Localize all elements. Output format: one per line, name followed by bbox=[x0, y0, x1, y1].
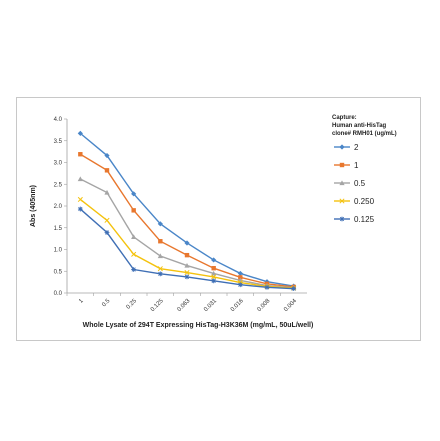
data-point-s3-4 bbox=[184, 270, 190, 276]
x-tick-label: 0.004 bbox=[283, 298, 298, 313]
y-tick-label: 1.0 bbox=[54, 248, 63, 254]
data-point-s2-2 bbox=[131, 234, 137, 239]
chart-frame: 0.0 0.5 1.0 1.5 2.0 2.5 3.0 3.5 4.0 1 0.5 0.25 0.125… bbox=[16, 97, 421, 341]
x-tick-label: 1 bbox=[78, 298, 85, 305]
legend-label-1: 1 bbox=[354, 161, 359, 170]
data-point-s2-3 bbox=[157, 253, 163, 259]
data-point-s4-4 bbox=[184, 274, 190, 280]
legend-label-0: 2 bbox=[354, 143, 359, 152]
x-tick-label: 0.125 bbox=[150, 298, 165, 313]
data-point-s2-0 bbox=[77, 176, 83, 182]
x-tick-label: 0.25 bbox=[126, 298, 139, 311]
data-point-s3-3 bbox=[157, 266, 163, 272]
legend-marker-0 bbox=[339, 144, 345, 150]
data-point-s1-1 bbox=[104, 168, 110, 173]
data-point-s3-0 bbox=[77, 196, 83, 203]
x-tick-label: 0.5 bbox=[101, 298, 112, 309]
data-point-s4-8 bbox=[291, 286, 297, 292]
data-point-s3-2 bbox=[131, 251, 137, 257]
legend-marker-2 bbox=[339, 180, 345, 186]
x-axis-title: Whole Lysate of 294T Expressing HisTag-H… bbox=[83, 322, 314, 329]
data-point-s4-0 bbox=[77, 206, 83, 212]
data-point-s3-1 bbox=[104, 217, 110, 223]
data-point-s4-3 bbox=[157, 271, 163, 277]
y-tick-label: 2.5 bbox=[54, 182, 63, 188]
data-point-s4-2 bbox=[131, 267, 137, 272]
data-point-s4-5 bbox=[211, 278, 217, 284]
x-tick-label: 0.008 bbox=[257, 298, 272, 313]
y-axis-title: Abs (405nm) bbox=[30, 185, 37, 227]
legend-marker-3 bbox=[339, 198, 345, 204]
data-point-s2-5 bbox=[211, 270, 217, 276]
y-tick-label: 3.0 bbox=[54, 161, 63, 167]
data-point-s0-0 bbox=[77, 130, 83, 136]
line-chart: 0.0 0.5 1.0 1.5 2.0 2.5 3.0 3.5 4.0 1 0.5 0.25 0.125… bbox=[30, 115, 397, 329]
data-point-s1-6 bbox=[238, 275, 243, 280]
legend-title: Capture: bbox=[332, 115, 357, 121]
x-tick-label: 0.063 bbox=[177, 298, 192, 313]
data-point-s0-3 bbox=[157, 221, 163, 227]
y-tick-label: 2.0 bbox=[54, 204, 63, 210]
data-point-s2-1 bbox=[104, 189, 110, 195]
legend-label-2: 0.5 bbox=[354, 179, 366, 188]
data-point-s3-5 bbox=[211, 274, 217, 280]
data-point-s1-3 bbox=[158, 239, 163, 244]
legend-title: Human anti-HisTag bbox=[332, 123, 387, 129]
y-tick-label: 4.0 bbox=[54, 117, 63, 123]
legend-label-3: 0.250 bbox=[354, 197, 375, 206]
series-line-2 bbox=[80, 178, 294, 289]
data-point-s2-4 bbox=[184, 262, 190, 268]
data-point-s4-7 bbox=[264, 284, 270, 290]
data-point-s0-2 bbox=[131, 191, 137, 197]
x-tick-label: 0.016 bbox=[230, 298, 245, 313]
data-point-s4-1 bbox=[104, 230, 110, 235]
data-point-s1-5 bbox=[211, 266, 216, 271]
data-point-s0-1 bbox=[104, 152, 110, 159]
y-tick-label: 0.0 bbox=[54, 291, 63, 297]
x-tick-label: 0.031 bbox=[203, 298, 218, 313]
y-tick-label: 0.5 bbox=[54, 269, 63, 275]
data-point-s1-0 bbox=[78, 152, 83, 157]
legend-marker-1 bbox=[339, 162, 345, 168]
data-point-s1-2 bbox=[131, 208, 136, 213]
y-tick-label: 1.5 bbox=[54, 226, 63, 232]
data-point-s0-6 bbox=[237, 270, 243, 277]
legend-label-4: 0.125 bbox=[354, 215, 375, 224]
data-point-s0-5 bbox=[211, 257, 217, 263]
legend-title: clone# RMH01 (ug/mL) bbox=[332, 131, 397, 137]
data-point-s0-4 bbox=[184, 240, 190, 246]
data-point-s4-6 bbox=[237, 282, 243, 288]
legend-marker-4 bbox=[339, 216, 345, 222]
data-point-s1-4 bbox=[184, 252, 190, 258]
y-tick-label: 3.5 bbox=[54, 139, 63, 145]
